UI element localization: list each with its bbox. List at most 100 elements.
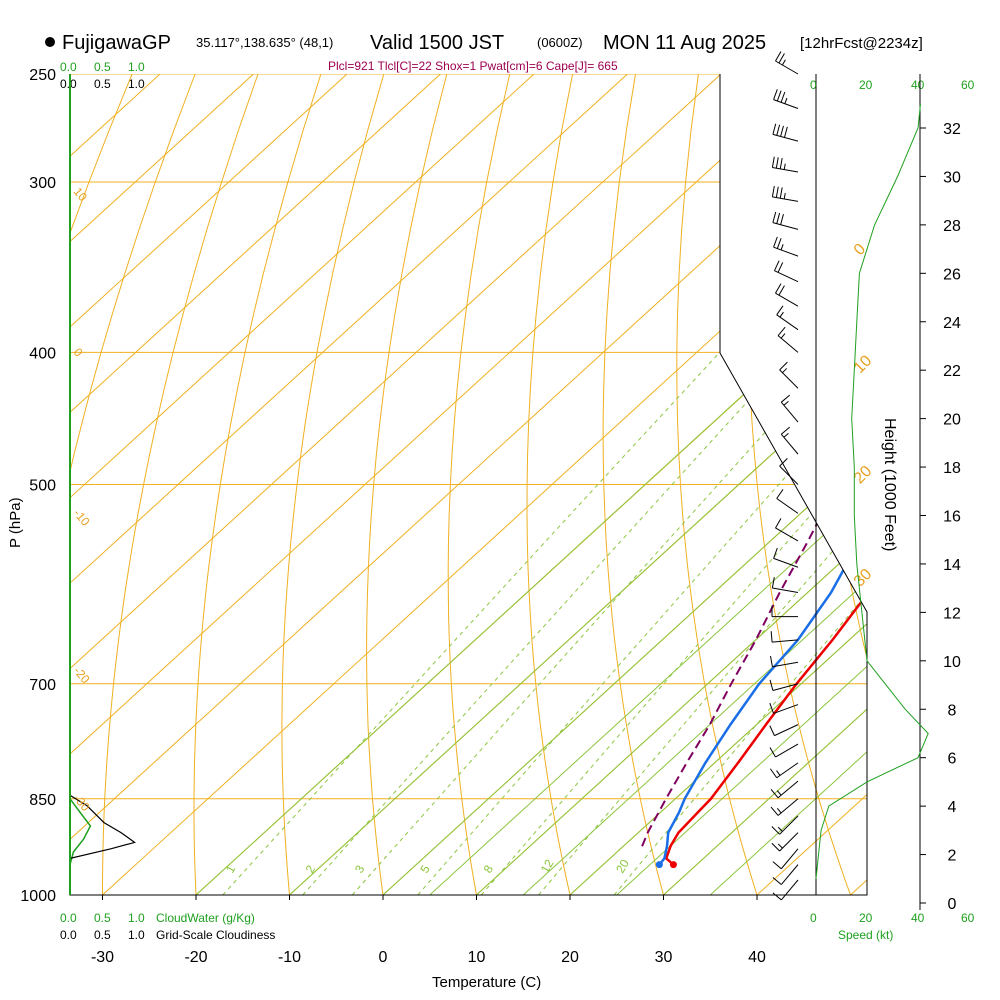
height-tick-label-0: 0: [948, 896, 957, 913]
x-tick-label-40: 40: [748, 949, 766, 966]
wind-barb: [772, 848, 799, 870]
bottom-cloudwater-tick-2: 1.0: [128, 911, 145, 925]
wind-barb-half-flag: [776, 770, 781, 776]
height-axis-label: Height (1000 Feet): [881, 418, 898, 551]
wind-barb-staff: [772, 661, 799, 668]
bottom-cloudiness-label: Grid-Scale Cloudiness: [156, 928, 275, 942]
wind-barb-flag: [771, 185, 775, 197]
height-tick-label-10: 10: [943, 654, 961, 671]
wind-barb-flag: [778, 53, 785, 64]
wind-barb: [770, 798, 799, 816]
wind-barb: [773, 89, 799, 109]
top-cloudwater-tick-1: 0.5: [94, 60, 111, 74]
isotherm--80: [70, 74, 535, 895]
top-cloudwater-tick-0: 0.0: [60, 60, 77, 74]
height-tick-label-16: 16: [943, 509, 961, 526]
wind-barb-flag: [776, 305, 784, 316]
wind-barb-flag: [780, 394, 791, 403]
forecast-info: [12hrFcst@2234z]: [800, 35, 923, 52]
isotherm--50: [70, 74, 815, 895]
isotherm--110: [70, 74, 254, 895]
wind-barb: [779, 361, 799, 389]
top-cloudiness-tick-2: 1.0: [128, 77, 145, 91]
wind-barb-flag: [780, 125, 784, 137]
x-axis-label: Temperature (C): [432, 974, 541, 991]
moist-adiabat--10: [289, 74, 867, 895]
height-tick-label-26: 26: [943, 266, 961, 283]
speed-bottom-tick-2: 40: [911, 911, 925, 925]
isotherm-50: [850, 74, 867, 895]
wind-barb-flag: [775, 157, 779, 169]
wind-barb-flag: [777, 326, 786, 336]
speed-bottom-tick-0: 0: [810, 911, 817, 925]
wind-barb-flag: [780, 213, 784, 225]
wind-barb-flag: [769, 702, 775, 714]
x-axis-ticks: -30 -20 -10 0 10 20 30 40: [91, 895, 766, 966]
wind-barb-flag: [779, 157, 783, 169]
wind-barb-flag: [772, 211, 777, 223]
mixing-ratio-label-3: 3: [352, 862, 368, 875]
height-tick-label-2: 2: [948, 848, 957, 865]
valid-date: MON 11 Aug 2025: [603, 32, 766, 54]
wind-barb-flag: [776, 238, 782, 249]
height-tick-label-30: 30: [943, 169, 961, 186]
p-tick-label-700: 700: [29, 677, 56, 694]
wind-barb-staff: [777, 335, 799, 353]
wind-barb-flag: [769, 768, 778, 779]
wind-barb-half-flag: [783, 401, 789, 406]
dry-adiabat-label-3: -20: [71, 664, 93, 687]
surface-dewpoint-point: [655, 861, 663, 869]
wind-barb-flag: [779, 187, 783, 199]
valid-zulu: (0600Z): [537, 35, 583, 50]
wind-barb-flag: [769, 747, 776, 758]
wind-barb: [769, 702, 799, 714]
wind-barb-half-flag: [783, 192, 786, 200]
wind-barb-flag: [771, 577, 775, 589]
wind-barb-staff: [772, 222, 799, 230]
wind-barb-flag: [779, 361, 788, 371]
top-cloudiness-tick-0: 0.0: [60, 77, 77, 91]
bottom-cloudiness-tick-1: 0.5: [94, 928, 111, 942]
mixing-ratio-8: [480, 351, 867, 895]
height-tick-label-14: 14: [943, 557, 961, 574]
dry-adiabat--10: [281, 74, 385, 895]
wind-barb-flag: [776, 489, 784, 499]
mixing-ratio-label-20: 20: [613, 857, 632, 876]
wind-barb: [771, 577, 799, 593]
wind-barb-flag: [771, 826, 780, 835]
wind-barb-half-flag: [780, 333, 786, 339]
wind-barb-flag: [780, 91, 786, 103]
wind-barb-staff: [773, 557, 799, 568]
y-axis-label: P (hPa): [7, 497, 24, 548]
wind-barb-staff: [772, 587, 799, 593]
wind-barb-flag: [772, 892, 782, 901]
wind-barb-staff: [772, 639, 799, 643]
pressure-axis-ticks: 250 300 400 500 700 850 1000: [20, 67, 56, 905]
wind-barb-staff: [772, 683, 799, 691]
moist-adiabat-0: [382, 74, 867, 895]
station-bullet-icon: [45, 37, 55, 47]
wind-barb-staff: [775, 60, 799, 75]
wind-barb-staff: [773, 246, 799, 257]
top-scales: 0.0 0.5 1.0 0.0 0.5 1.0: [60, 60, 145, 91]
wind-barb: [775, 518, 799, 542]
wind-barb-staff: [777, 780, 799, 799]
height-tick-label-22: 22: [943, 363, 961, 380]
wind-barb: [771, 832, 799, 852]
wind-barb-flag: [770, 789, 779, 799]
wind-barb-flag: [778, 285, 785, 296]
wind-speed-profile: [815, 103, 929, 879]
moist-adiabat-35: [709, 74, 867, 895]
speed-bottom-tick-1: 20: [859, 911, 873, 925]
wind-barb: [771, 185, 799, 202]
wind-barb-flag: [775, 518, 782, 529]
mixing-ratio-1: [222, 351, 721, 895]
mixing-ratio-labels: 1 2 3 5 8 12 20: [223, 857, 632, 876]
x-tick-label--10: -10: [278, 949, 301, 966]
temperature-profile: [664, 74, 867, 866]
dry-adiabat-70: [884, 74, 1000, 895]
wind-barb: [770, 631, 799, 643]
x-tick-label-30: 30: [655, 949, 673, 966]
mixing-ratio-12: [538, 351, 867, 895]
